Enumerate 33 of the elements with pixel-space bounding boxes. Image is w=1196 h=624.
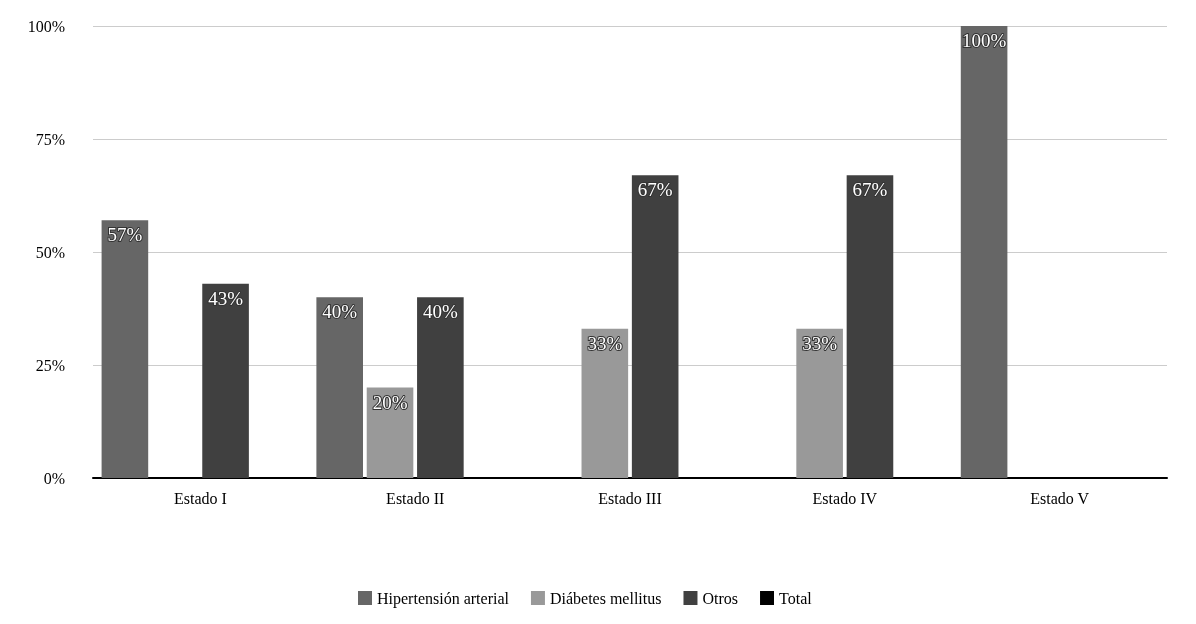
data-label: 67% [852, 179, 888, 201]
legend-label: Diábetes mellitus [549, 589, 662, 607]
bar [796, 328, 843, 478]
data-label: 33% [802, 332, 838, 354]
y-tick-label: 0% [43, 469, 65, 487]
bar [101, 220, 149, 478]
y-tick-label: 75% [35, 130, 65, 148]
x-tick-label: Estado I [173, 489, 227, 507]
bar [316, 297, 363, 478]
y-tick-label: 25% [35, 356, 65, 374]
y-tick-label: 50% [35, 243, 65, 261]
bar [960, 26, 1008, 478]
y-tick-label: 100% [27, 17, 65, 35]
bar [417, 297, 464, 478]
data-label: 57% [107, 224, 143, 246]
bar [846, 175, 894, 478]
x-tick-label: Estado III [598, 489, 662, 507]
data-label: 100% [961, 30, 1007, 51]
bar [631, 175, 679, 478]
legend-label: Otros [702, 589, 739, 607]
data-label: 20% [372, 391, 408, 413]
x-tick-label: Estado IV [812, 489, 878, 507]
bar [202, 283, 249, 478]
data-label: 33% [587, 332, 623, 354]
data-label: 40% [422, 301, 458, 323]
legend-label: Total [779, 589, 813, 607]
x-tick-label: Estado V [1030, 489, 1090, 507]
bar [581, 328, 629, 478]
data-label: 40% [322, 301, 358, 323]
data-label: 67% [637, 179, 673, 201]
data-label: 43% [208, 287, 244, 309]
legend-label: Hipertensión arterial [377, 589, 510, 608]
x-tick-label: Estado II [386, 489, 445, 507]
